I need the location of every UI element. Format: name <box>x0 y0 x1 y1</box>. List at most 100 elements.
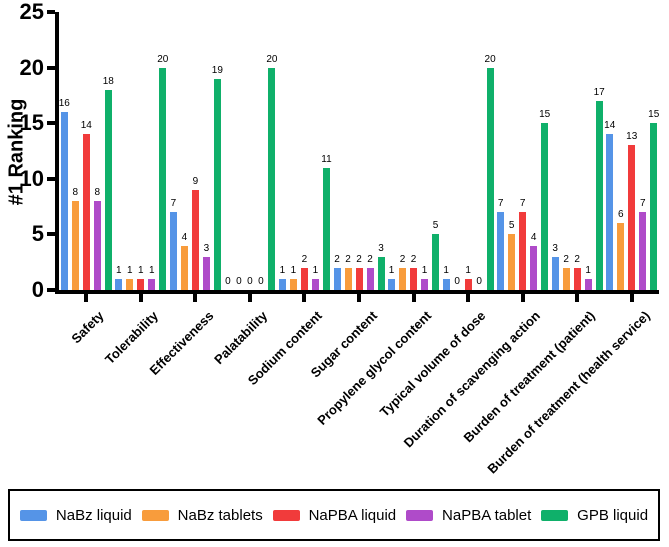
bar <box>530 245 538 290</box>
legend: NaBz liquid NaBz tablets NaPBA liquid NaPBA… <box>8 489 660 541</box>
bar-slot: 14 <box>81 12 92 290</box>
bar-slot: 20 <box>157 12 169 290</box>
bar-slot: 2 <box>366 12 374 290</box>
legend-swatch <box>19 509 47 521</box>
y-axis-line <box>55 12 59 294</box>
bar-slot: 1 <box>584 12 592 290</box>
value-label: 4 <box>181 231 188 243</box>
bar <box>104 89 112 290</box>
value-label: 0 <box>476 276 482 287</box>
legend-item: NaBz tablets <box>141 506 263 524</box>
value-label: 0 <box>258 276 264 287</box>
y-tick <box>47 176 55 181</box>
bar-slot: 0 <box>257 12 264 290</box>
category-group: 1 2 2 1 5 Propylene glycol content <box>314 12 441 428</box>
bar <box>191 189 199 290</box>
bar <box>213 78 221 290</box>
legend-item: NaPBA liquid <box>272 507 396 524</box>
bar-slot: 1 <box>388 12 396 290</box>
bar <box>617 223 625 290</box>
y-tick-label: 15 <box>19 110 44 136</box>
value-label: 13 <box>626 131 638 143</box>
value-label: 1 <box>290 264 297 276</box>
bar-slot: 7 <box>169 12 177 290</box>
bar <box>71 201 79 290</box>
bar <box>606 134 614 290</box>
value-label: 2 <box>356 253 362 265</box>
bar <box>464 278 472 290</box>
x-tick <box>247 294 252 302</box>
bar <box>584 278 592 290</box>
bar-slot: 0 <box>476 12 483 290</box>
x-tick <box>466 294 471 302</box>
category-group: 16 8 14 8 18 Safety <box>58 12 114 346</box>
y-tick-label: 5 <box>31 221 44 247</box>
bar-slot: 2 <box>573 12 581 290</box>
bar <box>497 212 505 290</box>
bar-slot: 2 <box>399 12 407 290</box>
value-label: 18 <box>102 75 114 87</box>
bar-slot: 2 <box>344 12 352 290</box>
category-group: 1 0 1 0 20 Typical volume of dose <box>377 12 496 419</box>
bar <box>344 267 352 290</box>
value-label: 1 <box>388 264 395 276</box>
value-label: 1 <box>116 264 122 276</box>
bar <box>442 278 450 290</box>
legend-swatch <box>141 509 169 521</box>
legend-item: GPB liquid <box>541 507 648 524</box>
bar <box>289 278 297 290</box>
bar <box>399 267 407 290</box>
bar-slot: 2 <box>355 12 363 290</box>
value-label: 1 <box>127 264 133 276</box>
bar-slot: 2 <box>562 12 570 290</box>
bar-slot: 18 <box>102 12 114 290</box>
bar-slot: 4 <box>530 12 538 290</box>
bar-slot: 6 <box>617 12 625 290</box>
value-label: 1 <box>149 264 155 276</box>
bar <box>595 100 603 290</box>
bar-slot: 9 <box>191 12 199 290</box>
value-label: 17 <box>593 86 605 98</box>
bar-slot: 7 <box>497 12 505 290</box>
value-label: 7 <box>170 198 177 210</box>
x-tick <box>575 294 580 302</box>
bar-slot: 3 <box>551 12 559 290</box>
bar-slot: 1 <box>115 12 123 290</box>
category-group: 3 2 2 1 17 Burden of treatment (patient) <box>461 12 605 445</box>
bar-slot: 11 <box>321 12 332 290</box>
bar <box>650 123 658 290</box>
bar-slot: 1 <box>148 12 156 290</box>
value-label: 3 <box>552 242 558 254</box>
bar <box>311 278 319 290</box>
legend-item: NaPBA tablet <box>406 507 531 524</box>
bar-slot: 1 <box>311 12 319 290</box>
x-tick <box>84 294 89 302</box>
bar-slot: 15 <box>539 12 550 290</box>
y-tick <box>47 121 55 126</box>
bar <box>377 256 385 290</box>
legend-label: NaBz tablets <box>177 506 263 524</box>
bar <box>541 123 549 290</box>
bar-slot: 2 <box>333 12 341 290</box>
category-group: 1 1 1 1 20 Tolerability <box>102 12 169 367</box>
x-tick <box>357 294 361 302</box>
bar-slot: 7 <box>639 12 647 290</box>
bar-slot: 1 <box>289 12 297 290</box>
value-label: 16 <box>58 98 70 110</box>
value-label: 2 <box>301 253 308 265</box>
bar-slot: 1 <box>126 12 134 290</box>
value-label: 0 <box>236 276 242 287</box>
bar-slot: 1 <box>137 12 145 290</box>
value-label: 11 <box>321 153 332 165</box>
value-label: 19 <box>211 64 223 76</box>
bar-slot: 1 <box>278 12 286 290</box>
bar-slot: 5 <box>432 12 440 290</box>
bar-slot: 2 <box>410 12 418 290</box>
value-label: 20 <box>157 53 169 65</box>
value-label: 5 <box>508 220 515 232</box>
bar-slot: 13 <box>626 12 638 290</box>
y-tick-label: 0 <box>31 277 44 302</box>
legend-item: NaBz liquid <box>19 507 132 524</box>
bar-slot: 16 <box>58 12 70 290</box>
